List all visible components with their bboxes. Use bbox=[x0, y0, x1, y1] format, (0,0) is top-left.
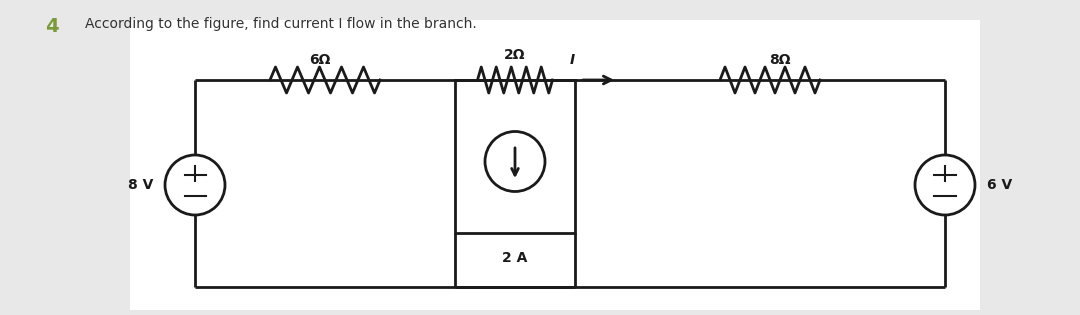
Text: 8Ω: 8Ω bbox=[769, 53, 791, 67]
Bar bbox=[455, 80, 575, 233]
Text: 6 V: 6 V bbox=[987, 178, 1012, 192]
Text: 4: 4 bbox=[45, 17, 58, 36]
Bar bbox=[130, 20, 980, 310]
Text: 8 V: 8 V bbox=[127, 178, 153, 192]
Text: I: I bbox=[570, 53, 575, 67]
Text: 2Ω: 2Ω bbox=[504, 48, 526, 62]
Text: 2 A: 2 A bbox=[502, 251, 528, 265]
Text: According to the figure, find current I flow in the branch.: According to the figure, find current I … bbox=[85, 17, 476, 31]
Text: 6Ω: 6Ω bbox=[309, 53, 330, 67]
